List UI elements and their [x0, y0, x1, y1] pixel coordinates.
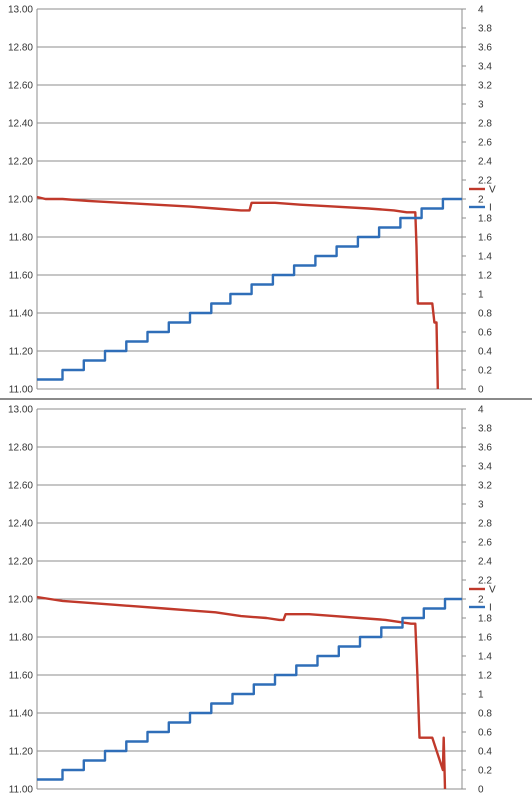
chart-svg-bottom: 11.0011.2011.4011.6011.8012.0012.2012.40… [8, 405, 496, 796]
y-left-tick-label: 12.60 [8, 481, 33, 492]
y-right-tick-label: 1.8 [478, 614, 492, 625]
series-line-v [36, 595, 447, 790]
y-left-tick-label: 11.60 [9, 671, 34, 682]
y-left-tick-label: 12.80 [8, 443, 33, 454]
y-right-tick-label: 3.8 [478, 24, 492, 35]
y-right-tick-label: 3.4 [478, 62, 492, 73]
y-right-tick-label: 1 [478, 690, 484, 701]
y-left-tick-label: 13.00 [8, 405, 33, 416]
y-right-tick-label: 0.4 [478, 347, 492, 358]
legend-label-i: I [489, 203, 492, 214]
y-right-tick-label: 3.4 [478, 462, 492, 473]
y-right-tick-label: 2.6 [478, 138, 492, 149]
legend-label-v: V [489, 585, 496, 596]
chart-panel-bottom: 11.00 11.20 11.40 11.60 11.80 12.00 12.20 12.40… [0, 400, 532, 798]
chart-panel-top: 11.00 11.20 11.40 11.60 11.80 12.00 12.20 12.40… [0, 0, 532, 398]
y-left-tick-label: 12.20 [8, 557, 33, 568]
y-left-tick-label: 12.60 [8, 81, 33, 92]
y-right-tick-label: 0.2 [478, 366, 492, 377]
y-right-tick-label: 3.2 [478, 481, 492, 492]
y-right-tick-label: 4 [478, 5, 484, 16]
y-right-tick-label: 3.8 [478, 424, 492, 435]
y-left-tick-label: 11.20 [9, 347, 34, 358]
y-left-tick-label: 11.00 [9, 785, 34, 796]
y-right-tick-label: 1.4 [478, 652, 492, 663]
y-right-tick-label: 3.6 [478, 443, 492, 454]
chart-svg-top: 11.0011.2011.4011.6011.8012.0012.2012.40… [8, 5, 496, 396]
y-right-tick-label: 3.6 [478, 43, 492, 54]
y-right-tick-label: 1.6 [478, 233, 492, 244]
y-right-tick-label: 1.4 [478, 252, 492, 263]
y-right-tick-label: 0.8 [478, 309, 492, 320]
y-right-tick-label: 0.6 [478, 328, 492, 339]
y-right-tick-label: 2.8 [478, 119, 492, 130]
y-left-tick-label: 12.20 [8, 157, 33, 168]
y-left-tick-label: 12.00 [8, 195, 33, 206]
series-line-v [36, 195, 439, 390]
panel-divider [0, 398, 532, 400]
y-right-tick-label: 1.6 [478, 633, 492, 644]
y-right-tick-label: 2.2 [478, 176, 492, 187]
y-right-tick-label: 0.8 [478, 709, 492, 720]
y-left-tick-label: 11.20 [9, 747, 34, 758]
y-right-tick-label: 2.4 [478, 557, 492, 568]
series-line-i [37, 197, 462, 381]
y-left-tick-label: 12.40 [8, 519, 33, 530]
y-right-tick-label: 3 [478, 100, 484, 111]
y-left-tick-label: 12.00 [8, 595, 33, 606]
y-right-tick-label: 0 [478, 785, 484, 796]
y-right-tick-label: 2.4 [478, 157, 492, 168]
y-left-tick-label: 12.40 [8, 119, 33, 130]
y-right-tick-label: 1.2 [478, 271, 492, 282]
y-right-tick-label: 0 [478, 385, 484, 396]
y-right-tick-label: 1 [478, 290, 484, 301]
y-left-tick-label: 11.40 [9, 709, 34, 720]
y-right-tick-label: 0.4 [478, 747, 492, 758]
legend-label-v: V [489, 185, 496, 196]
y-right-tick-label: 2 [478, 595, 484, 606]
y-right-tick-label: 2.2 [478, 576, 492, 587]
y-left-tick-label: 11.60 [9, 271, 34, 282]
y-right-tick-label: 0.2 [478, 766, 492, 777]
series-line-i [37, 597, 462, 781]
y-right-tick-label: 3 [478, 500, 484, 511]
legend-label-i: I [489, 603, 492, 614]
y-right-tick-label: 4 [478, 405, 484, 416]
y-right-tick-label: 2.8 [478, 519, 492, 530]
y-left-tick-label: 12.80 [8, 43, 33, 54]
y-right-tick-label: 3.2 [478, 81, 492, 92]
y-left-tick-label: 11.00 [9, 385, 34, 396]
y-left-tick-label: 13.00 [8, 5, 33, 16]
y-left-tick-label: 11.40 [9, 309, 34, 320]
y-right-tick-label: 2 [478, 195, 484, 206]
y-right-tick-label: 0.6 [478, 728, 492, 739]
y-left-tick-label: 11.80 [9, 633, 34, 644]
y-left-tick-label: 11.80 [9, 233, 34, 244]
y-right-tick-label: 2.6 [478, 538, 492, 549]
y-right-tick-label: 1.2 [478, 671, 492, 682]
y-right-tick-label: 1.8 [478, 214, 492, 225]
